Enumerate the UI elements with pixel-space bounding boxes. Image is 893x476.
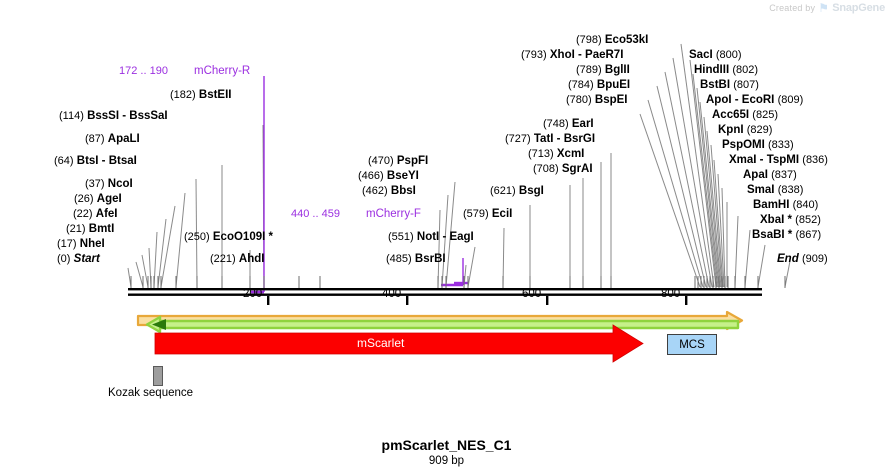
primer-mcherry-f-line: [441, 258, 464, 287]
ruler-tick-200: 200: [243, 288, 263, 300]
site-label-ecii[interactable]: (579) EciI: [463, 208, 513, 220]
page-title: pmScarlet_NES_C1: [381, 437, 512, 453]
site-label-tati[interactable]: (727) TatI - BsrGI: [505, 133, 596, 145]
site-label-bbsi[interactable]: (462) BbsI: [362, 185, 416, 197]
site-label-pspomi[interactable]: PspOMI (833): [722, 139, 794, 151]
site-label-agei[interactable]: (26) AgeI: [74, 193, 122, 205]
plasmid-length: 909 bp: [428, 455, 465, 467]
site-label-eari[interactable]: (748) EarI: [543, 118, 594, 130]
site-label-xhoi[interactable]: (793) XhoI - PaeR7I: [521, 49, 624, 61]
ruler-major-ticks: [267, 296, 688, 305]
site-label-bsssi[interactable]: (114) BssSI - BssSaI: [59, 110, 168, 122]
primer-name-mcherry-f: mCherry-F: [366, 208, 421, 220]
site-label-afei[interactable]: (22) AfeI: [73, 208, 118, 220]
site-label-xmai[interactable]: XmaI - TspMI (836): [729, 154, 828, 166]
site-label-bseyi[interactable]: (466) BseYI: [358, 170, 419, 182]
leader-lines: [127, 43, 791, 288]
feature-mcs[interactable]: MCS: [667, 334, 717, 355]
site-label-ahdi[interactable]: (221) AhdI: [210, 253, 265, 265]
primer-label-mcherry-r: 172 .. 190: [119, 65, 168, 77]
snapgene-watermark: Created by ⚑ SnapGene: [769, 2, 885, 14]
site-label-bmti[interactable]: (21) BmtI: [66, 223, 115, 235]
site-label-end[interactable]: End (909): [777, 253, 828, 265]
site-label-bsabi[interactable]: BsaBI * (867): [752, 229, 822, 241]
site-label-xbai[interactable]: XbaI * (852): [760, 214, 821, 226]
site-label-pspfi[interactable]: (470) PspFI: [368, 155, 429, 167]
site-label-btsi[interactable]: (64) BtsI - BtsaI: [54, 155, 137, 167]
site-label-start[interactable]: (0) Start: [57, 253, 100, 265]
site-label-apoi[interactable]: ApoI - EcoRI (809): [706, 94, 804, 106]
ruler-tick-600: 600: [522, 288, 542, 300]
site-label-noti[interactable]: (551) NotI - EagI: [388, 231, 474, 243]
primer-name-mcherry-r: mCherry-R: [194, 65, 251, 77]
watermark-brand: SnapGene: [832, 2, 885, 14]
site-label-bstell[interactable]: (182) BstEII: [170, 89, 232, 101]
site-label-bspei[interactable]: (780) BspEI: [566, 94, 628, 106]
feature-label-mscarlet: mScarlet: [357, 336, 405, 350]
primer-range-mcherry-r: 172 .. 190: [119, 65, 168, 77]
site-label-bpuei[interactable]: (784) BpuEI: [568, 79, 631, 91]
site-label-nhei[interactable]: (17) NheI: [57, 238, 105, 250]
watermark-prefix: Created by: [769, 3, 816, 13]
ruler-hash-marks: [130, 276, 786, 288]
site-label-apali[interactable]: (87) ApaLI: [85, 133, 140, 145]
site-label-kpni[interactable]: KpnI (829): [718, 124, 773, 136]
feature-mscarlet[interactable]: [154, 324, 644, 363]
transcript-track: [145, 315, 740, 334]
site-label-bglii[interactable]: (789) BglII: [576, 64, 630, 76]
site-label-ncoi[interactable]: (37) NcoI: [85, 178, 133, 190]
sequence-backbone: [128, 288, 762, 296]
site-label-ecoo109i[interactable]: (250) EcoO109I *: [184, 231, 273, 243]
site-label-acc65i[interactable]: Acc65I (825): [712, 109, 778, 121]
site-label-saci[interactable]: SacI (800): [689, 49, 742, 61]
ruler-tick-400: 400: [382, 288, 402, 300]
site-label-bsrbi[interactable]: (485) BsrBI: [386, 253, 446, 265]
site-label-xcmi[interactable]: (713) XcmI: [528, 148, 585, 160]
feature-label-mcs: MCS: [679, 338, 705, 351]
site-label-sgrai[interactable]: (708) SgrAI: [533, 163, 593, 175]
primer-range-mcherry-f: 440 .. 459: [291, 208, 340, 220]
site-label-eco53ki[interactable]: (798) Eco53kI: [576, 34, 649, 46]
feature-label-kozak: Kozak sequence: [108, 387, 194, 399]
site-label-smai[interactable]: SmaI (838): [747, 184, 804, 196]
site-label-apai[interactable]: ApaI (837): [743, 169, 797, 181]
flag-icon: ⚑: [818, 1, 830, 15]
primer-label-mcherry-f: 440 .. 459: [291, 208, 340, 220]
feature-kozak-marker[interactable]: [153, 366, 163, 386]
ruler-tick-800: 800: [661, 288, 681, 300]
site-label-bstbi[interactable]: BstBI (807): [700, 79, 759, 91]
site-label-bamhi[interactable]: BamHI (840): [753, 199, 819, 211]
site-label-bsgi[interactable]: (621) BsgI: [490, 185, 544, 197]
primer-mcherry-r-line: [251, 76, 265, 294]
site-label-hindiii[interactable]: HindIII (802): [694, 64, 759, 76]
